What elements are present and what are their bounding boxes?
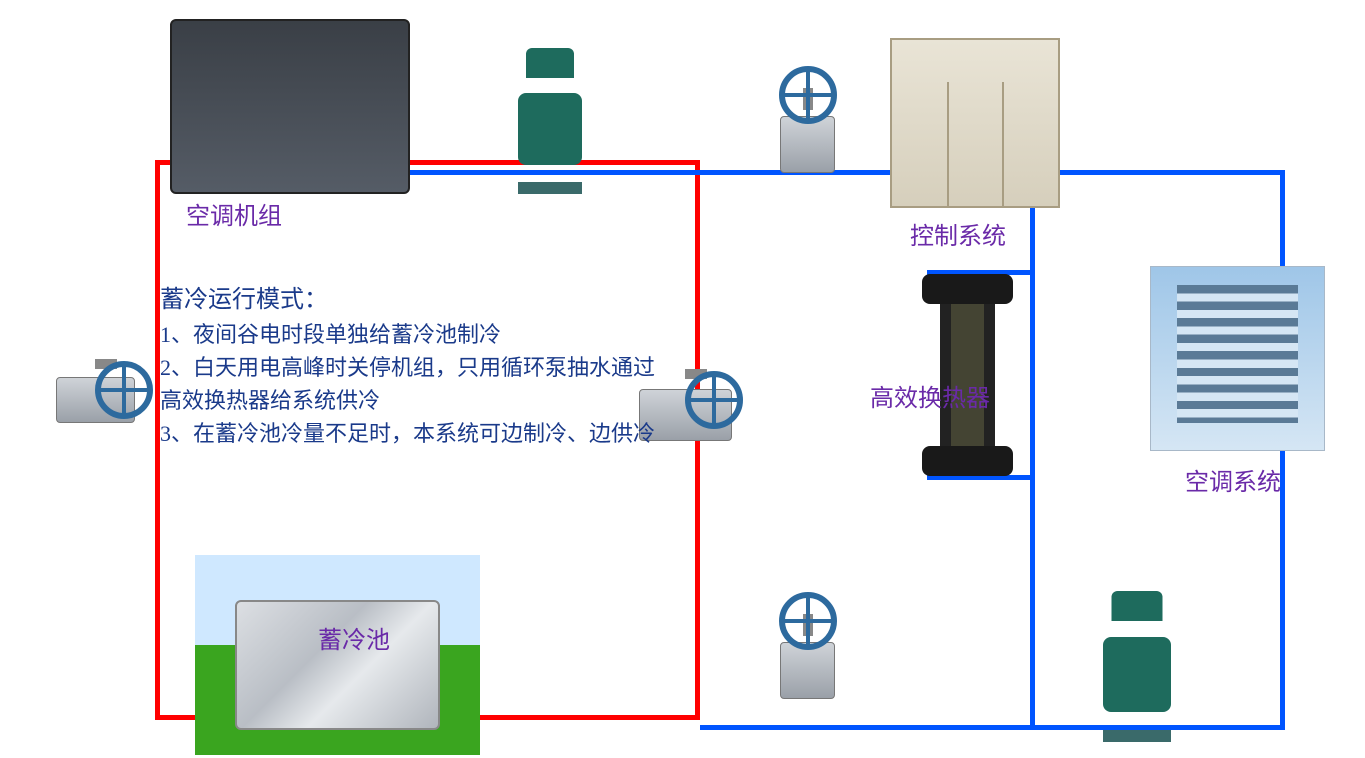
component-chiller [170, 19, 410, 194]
label-storage-tank: 蓄冷池 [318, 620, 390, 655]
blue-top-cross [1030, 170, 1285, 175]
operation-mode-title: 蓄冷运行模式： [160, 282, 660, 318]
label-control-panel: 控制系统 [910, 216, 1006, 251]
component-heat-exchanger [940, 290, 995, 460]
component-valve-left [40, 360, 150, 440]
operation-mode-line-3: 3、在蓄冷池冷量不足时，本系统可边制冷、边供冷 [160, 417, 660, 450]
operation-mode-line-2: 2、白天用电高峰时关停机组，只用循环泵抽水通过高效换热器给系统供冷 [160, 351, 660, 417]
label-building: 空调系统 [1185, 462, 1281, 497]
operation-mode-line-1: 1、夜间谷电时段单独给蓄冷池制冷 [160, 318, 660, 351]
component-valve-bottom [770, 620, 845, 720]
component-pump-bottom [1094, 617, 1179, 732]
blue-bottom-horizontal [700, 725, 1285, 730]
operation-mode-text: 蓄冷运行模式：1、夜间谷电时段单独给蓄冷池制冷2、白天用电高峰时关停机组，只用循… [160, 282, 660, 450]
label-heat-exchanger: 高效换热器 [870, 378, 990, 413]
component-valve-top [770, 94, 845, 194]
label-chiller: 空调机组 [186, 196, 282, 231]
component-control-panel [890, 38, 1060, 208]
component-pump-top [510, 74, 590, 184]
diagram-stage: 空调机组控制系统高效换热器空调系统蓄冷池 蓄冷运行模式：1、夜间谷电时段单独给蓄冷… [0, 0, 1365, 758]
blue-right-inner-vert [1030, 170, 1035, 730]
component-building [1150, 266, 1325, 451]
